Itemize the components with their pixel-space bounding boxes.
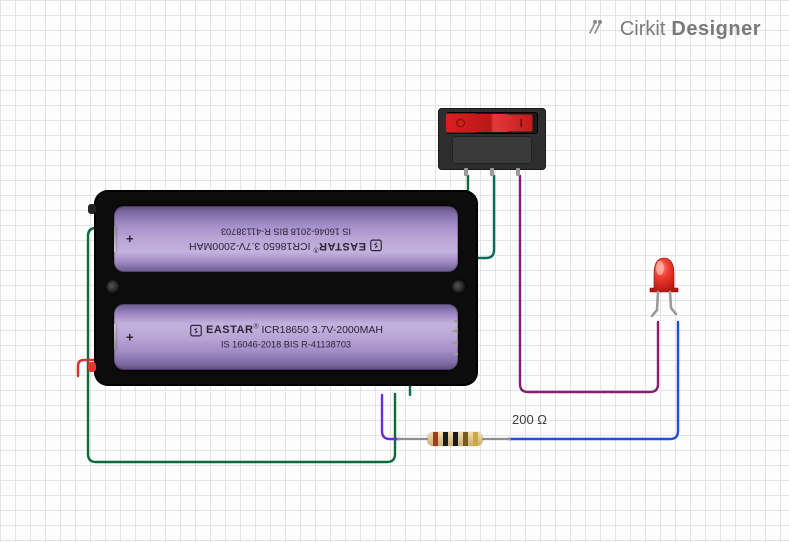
switch-pin-1: [464, 168, 468, 176]
switch-body: [452, 136, 532, 164]
switch-bezel: [446, 112, 538, 134]
battery-cell-top: EASTAR® ICR18650 3.7V-2000MAH IS 16046-2…: [114, 206, 458, 272]
resistor: [427, 432, 483, 446]
logo-glyph-icon: [588, 19, 610, 40]
logo-text-light: Cirkit: [620, 18, 666, 41]
logo-text-bold: Designer: [671, 18, 761, 41]
brand-logo: Cirkit Designer: [588, 18, 761, 41]
battery-cell-bottom: EASTAR® ICR18650 3.7V-2000MAH IS 16046-2…: [114, 304, 458, 370]
battery-label-top: EASTAR® ICR18650 3.7V-2000MAH IS 16046-2…: [114, 225, 458, 254]
circuit-canvas: Cirkit Designer EASTAR® ICR18650 3.7V-20…: [0, 0, 789, 542]
switch-pin-2: [490, 168, 494, 176]
switch-pin-3: [516, 168, 520, 176]
rocker-switch[interactable]: [438, 108, 546, 170]
switch-rocker[interactable]: [446, 113, 533, 132]
holder-black-lead: [88, 204, 96, 214]
resistor-value-label: 200 Ω: [512, 412, 547, 427]
led-red: [644, 254, 684, 329]
battery-polarity-plus: +: [126, 330, 134, 345]
holder-red-lead: [88, 362, 96, 372]
wire-batt-plus-to-resistor-left-purple: [382, 395, 400, 439]
battery-label-bottom: EASTAR® ICR18650 3.7V-2000MAH IS 16046-2…: [114, 323, 458, 352]
wire-switch-to-led-violet: [520, 176, 658, 392]
battery-polarity-plus: +: [126, 232, 134, 247]
